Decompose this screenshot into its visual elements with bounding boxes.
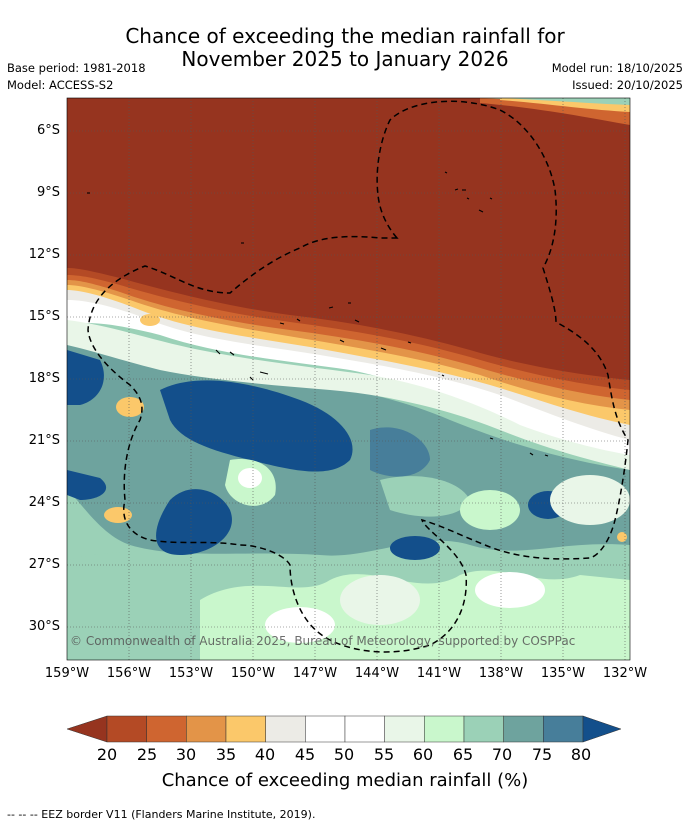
colorbar-cell: [106, 715, 147, 743]
lat-label: 15°S: [28, 309, 60, 324]
graticule: [67, 98, 630, 660]
eez-border: [87, 100, 629, 653]
eez-legend-note: -- -- -- EEZ border V11 (Flanders Marine…: [7, 808, 316, 821]
colorbar-label: 60: [412, 745, 434, 764]
islands: [87, 171, 549, 457]
colorbar-cell: [225, 715, 266, 743]
copyright-notice: © Commonwealth of Australia 2025, Bureau…: [70, 634, 576, 648]
lat-label: 30°S: [28, 619, 60, 634]
map-title-line1: Chance of exceeding the median rainfall …: [125, 24, 565, 48]
lon-label: 147°W: [292, 666, 338, 681]
model-name: Model: ACCESS-S2: [7, 78, 114, 92]
colorbar-label: 70: [491, 745, 513, 764]
colorbar-label: 80: [570, 745, 592, 764]
lon-label: 153°W: [168, 666, 214, 681]
colorbar-high-extend: [582, 715, 622, 743]
colorbar-cell: [146, 715, 187, 743]
colorbar-label: 30: [175, 745, 197, 764]
colorbar-label: 55: [373, 745, 395, 764]
colorbar-cell: [344, 715, 385, 743]
colorbar-cell: [305, 715, 346, 743]
colorbar-cell: [543, 715, 584, 743]
lon-label: 141°W: [416, 666, 462, 681]
colorbar-cell: [503, 715, 544, 743]
lon-label: 159°W: [44, 666, 90, 681]
colorbar-label: 35: [215, 745, 237, 764]
map-frame: [66, 97, 631, 661]
issued-date: Issued: 20/10/2025: [572, 78, 683, 92]
colorbar-label: 50: [333, 745, 355, 764]
colorbar-cell: [265, 715, 306, 743]
lon-label: 156°W: [106, 666, 152, 681]
lon-label: 138°W: [478, 666, 524, 681]
lat-label: 9°S: [36, 185, 60, 200]
lon-label: 135°W: [540, 666, 586, 681]
lat-label: 27°S: [28, 557, 60, 572]
lon-label: 132°W: [602, 666, 648, 681]
lat-label: 21°S: [28, 433, 60, 448]
colorbar-cell: [463, 715, 504, 743]
colorbar-cell: [186, 715, 227, 743]
lat-label: 12°S: [28, 247, 60, 262]
colorbar-low-extend: [66, 715, 108, 743]
lon-label: 150°W: [230, 666, 276, 681]
lat-label: 18°S: [28, 371, 60, 386]
lat-label: 6°S: [36, 123, 60, 138]
colorbar-label: 45: [294, 745, 316, 764]
colorbar-label: 20: [96, 745, 118, 764]
lat-label: 24°S: [28, 495, 60, 510]
colorbar-label: 75: [531, 745, 553, 764]
colorbar-title: Chance of exceeding median rainfall (%): [161, 770, 529, 791]
colorbar-cell: [384, 715, 425, 743]
lon-label: 144°W: [354, 666, 400, 681]
colorbar-label: 65: [452, 745, 474, 764]
colorbar-label: 40: [254, 745, 276, 764]
colorbar: [66, 715, 622, 743]
colorbar-label: 25: [136, 745, 158, 764]
map-title-line2: November 2025 to January 2026: [181, 47, 509, 71]
colorbar-cell: [424, 715, 465, 743]
model-run: Model run: 18/10/2025: [551, 61, 683, 75]
base-period: Base period: 1981-2018: [7, 61, 146, 75]
